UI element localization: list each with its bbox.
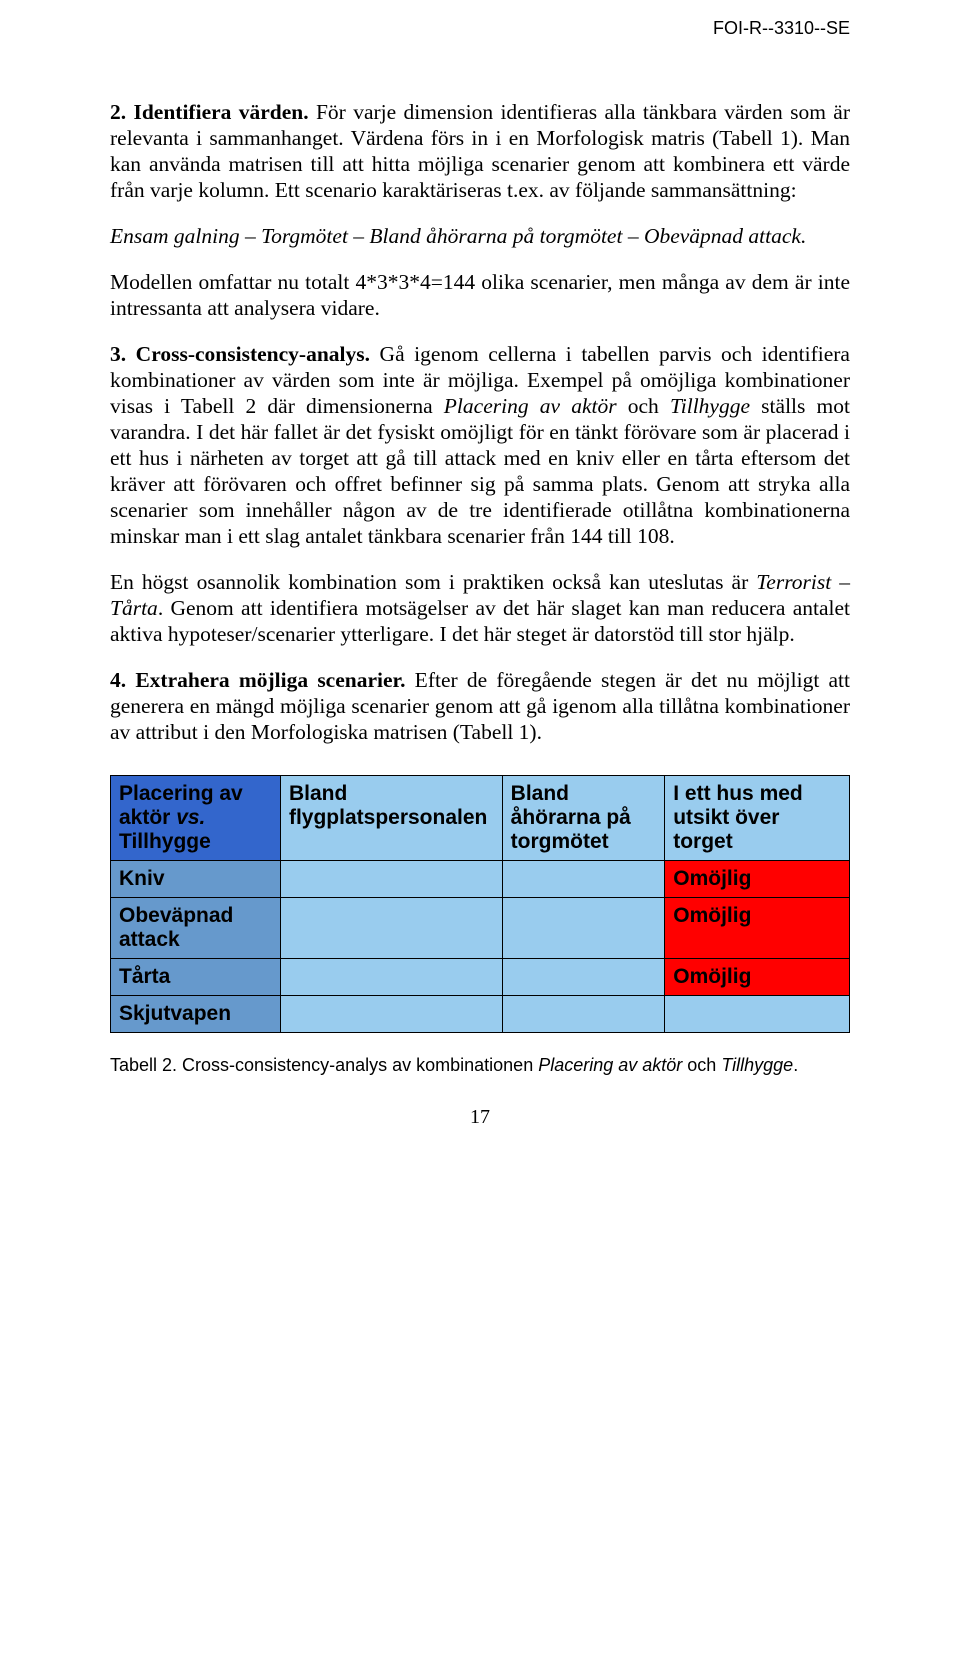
table-row: Skjutvapen <box>111 996 850 1033</box>
step3-heading: 3. Cross-consistency-analys. <box>110 342 370 366</box>
corner-b: Tillhygge <box>119 830 211 853</box>
table-header-row: Placering av aktör vs. Tillhygge Bland f… <box>111 776 850 861</box>
paragraph-step4: 4. Extrahera möjliga scenarier. Efter de… <box>110 667 850 745</box>
cell <box>502 898 665 959</box>
table-row: Obeväpnad attack Omöjlig <box>111 898 850 959</box>
cell <box>665 996 850 1033</box>
caption-em1: Placering av aktör <box>538 1055 682 1075</box>
unlikely-b: . Genom att identifiera motsägelser av d… <box>110 596 850 646</box>
cell <box>502 861 665 898</box>
col-header-1: Bland flygplatspersonalen <box>280 776 502 861</box>
col-header-2: Bland åhörarna på torgmötet <box>502 776 665 861</box>
page-container: FOI-R--3310--SE 2. Identifiera värden. F… <box>0 0 960 1169</box>
caption-a: Tabell 2. Cross-consistency-analys av ko… <box>110 1055 538 1075</box>
cross-consistency-table: Placering av aktör vs. Tillhygge Bland f… <box>110 775 850 1033</box>
step2-heading: 2. Identifiera värden. <box>110 100 309 124</box>
row-header: Kniv <box>111 861 281 898</box>
corner-em: vs. <box>176 806 205 829</box>
table-caption: Tabell 2. Cross-consistency-analys av ko… <box>110 1055 850 1076</box>
cell <box>502 959 665 996</box>
paragraph-count: Modellen omfattar nu totalt 4*3*3*4=144 … <box>110 269 850 321</box>
step3-text-b: och <box>617 394 670 418</box>
cell-impossible: Omöjlig <box>665 861 850 898</box>
table-row: Kniv Omöjlig <box>111 861 850 898</box>
cell-impossible: Omöjlig <box>665 898 850 959</box>
paragraph-step3: 3. Cross-consistency-analys. Gå igenom c… <box>110 341 850 549</box>
cell <box>280 898 502 959</box>
cell <box>280 861 502 898</box>
col-header-3: I ett hus med utsikt över torget <box>665 776 850 861</box>
paragraph-unlikely: En högst osannolik kombination som i pra… <box>110 569 850 647</box>
corner-cell: Placering av aktör vs. Tillhygge <box>111 776 281 861</box>
row-header: Tårta <box>111 959 281 996</box>
cell <box>280 959 502 996</box>
step3-em1: Placering av aktör <box>444 394 617 418</box>
paragraph-step2: 2. Identifiera värden. För varje dimensi… <box>110 99 850 203</box>
cell <box>280 996 502 1033</box>
step3-em2: Tillhygge <box>670 394 750 418</box>
row-header: Obeväpnad attack <box>111 898 281 959</box>
cell <box>502 996 665 1033</box>
caption-em2: Tillhygge <box>721 1055 793 1075</box>
table-row: Tårta Omöjlig <box>111 959 850 996</box>
page-number: 17 <box>110 1106 850 1129</box>
step4-heading: 4. Extrahera möjliga scenarier. <box>110 668 405 692</box>
row-header: Skjutvapen <box>111 996 281 1033</box>
cell-impossible: Omöjlig <box>665 959 850 996</box>
unlikely-a: En högst osannolik kombination som i pra… <box>110 570 756 594</box>
example-scenario: Ensam galning – Torgmötet – Bland åhörar… <box>110 223 850 249</box>
caption-mid: och <box>682 1055 721 1075</box>
document-id: FOI-R--3310--SE <box>110 0 850 39</box>
caption-end: . <box>793 1055 798 1075</box>
